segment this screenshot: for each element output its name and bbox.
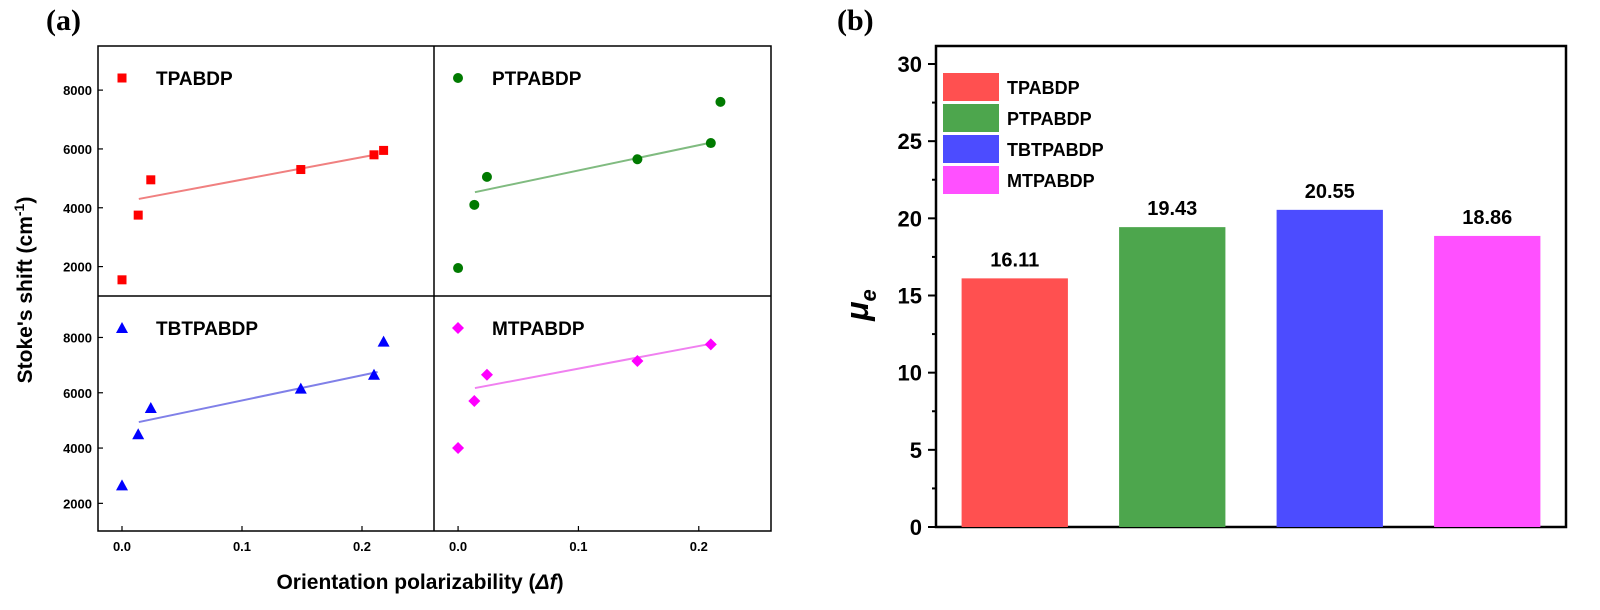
x-tick-label: 0.0: [449, 539, 467, 554]
fit-line-ptpabdp: [474, 140, 715, 194]
value-label-tpabdp: 16.11: [990, 249, 1039, 271]
y-tick-label: 0: [910, 515, 922, 540]
bar-tpabdp: [961, 278, 1068, 527]
legend-label-tbtpabdp: TBTPABDP: [1007, 140, 1104, 160]
data-point-mtpabdp: [468, 395, 481, 408]
legend-marker-tpabdp: [117, 73, 127, 83]
data-point-tpabdp: [146, 175, 156, 185]
y-tick-label: 4000: [63, 201, 92, 216]
panel-b: (b) 16.11 19.43 20.55 18.86 0 5 10 15 20 25 30 TP…: [837, 4, 1568, 540]
legend-swatch-tpabdp: [943, 73, 999, 101]
panel-a-y-axis-title: Stoke's shift (cm-1): [11, 197, 37, 384]
data-point-tbtpabdp: [294, 382, 307, 394]
series-label-tpabdp: TPABDP: [156, 69, 233, 90]
panel-a-x-axis-title: Orientation polarizability (Δf): [276, 571, 563, 594]
panel-a-ticks: 2000 4000 6000 8000 2000 4000 6000 8000 0.0 0.1 0.…: [63, 83, 708, 554]
data-point-tpabdp: [117, 275, 127, 285]
data-point-mtpabdp: [452, 442, 465, 455]
series-label-ptpabdp: PTPABDP: [492, 69, 582, 90]
panel-b-marks: 16.11 19.43 20.55 18.86: [961, 181, 1541, 527]
data-point-ptpabdp: [481, 171, 492, 182]
y-tick-label: 6000: [63, 386, 92, 401]
data-point-tbtpabdp: [377, 335, 390, 347]
panel-b-frame: [934, 44, 1568, 529]
y-tick-label: 8000: [63, 83, 92, 98]
data-point-tpabdp: [369, 150, 379, 160]
legend-label-tpabdp: TPABDP: [1007, 78, 1080, 98]
y-tick-label: 8000: [63, 330, 92, 345]
bar-ptpabdp: [1119, 227, 1226, 527]
data-point-ptpabdp: [453, 263, 464, 274]
data-point-tpabdp: [133, 210, 143, 220]
data-point-ptpabdp: [632, 154, 643, 165]
x-tick-label: 0.2: [690, 539, 708, 554]
y-tick-label: 2000: [63, 260, 92, 275]
data-point-ptpabdp: [705, 138, 716, 149]
value-label-mtpabdp: 18.86: [1462, 207, 1512, 229]
value-label-tbtpabdp: 20.55: [1305, 181, 1355, 203]
data-point-tbtpabdp: [132, 428, 145, 440]
panel-a-marks: TPABDP PTPABDP TBTPABDP MTPABDP: [116, 69, 726, 491]
legend-swatch-tbtpabdp: [943, 135, 999, 163]
x-tick-label: 0.1: [233, 539, 251, 554]
fit-line-tbtpabdp: [138, 371, 378, 424]
y-tick-label: 6000: [63, 142, 92, 157]
legend-swatch-mtpabdp: [943, 166, 999, 194]
data-point-mtpabdp: [480, 368, 493, 381]
y-tick-label: 4000: [63, 441, 92, 456]
x-tick-label: 0.2: [353, 539, 371, 554]
y-tick-label: 15: [898, 284, 922, 309]
fit-line-mtpabdp: [474, 342, 713, 390]
fit-line-tpabdp: [138, 153, 378, 200]
y-tick-label: 10: [898, 361, 922, 386]
data-point-tbtpabdp: [368, 368, 380, 380]
panel-a-label: (a): [46, 4, 81, 37]
panel-b-ticks: 0 5 10 15 20 25 30: [898, 52, 936, 540]
legend-marker-mtpabdp: [452, 322, 464, 334]
y-tick-label: 30: [898, 52, 922, 77]
series-label-tbtpabdp: TBTPABDP: [156, 319, 258, 340]
bar-tbtpabdp: [1276, 209, 1383, 527]
legend-marker-tbtpabdp: [116, 322, 128, 333]
data-point-mtpabdp: [704, 338, 717, 351]
panel-b-label: (b): [837, 4, 874, 37]
x-tick-label: 0.0: [113, 539, 131, 554]
data-point-mtpabdp: [631, 354, 644, 367]
panel-a: (a) TPABDP PTPABDP TBTPABDP MTPABDP 2000 400…: [11, 4, 772, 594]
data-point-ptpabdp: [469, 199, 480, 210]
x-tick-label: 0.1: [569, 539, 587, 554]
data-point-tbtpabdp: [116, 479, 128, 491]
data-point-tpabdp: [296, 165, 306, 175]
legend-label-ptpabdp: PTPABDP: [1007, 109, 1092, 129]
panel-b-legend: TPABDP PTPABDP TBTPABDP MTPABDP: [943, 73, 1104, 194]
series-label-mtpabdp: MTPABDP: [492, 319, 585, 340]
value-label-ptpabdp: 19.43: [1147, 198, 1197, 220]
y-tick-label: 5: [910, 438, 922, 463]
y-tick-label: 20: [898, 206, 922, 231]
y-tick-label: 25: [898, 129, 922, 154]
legend-label-mtpabdp: MTPABDP: [1007, 171, 1095, 191]
bar-mtpabdp: [1434, 235, 1541, 527]
panel-b-y-axis-title: μe: [839, 289, 881, 322]
data-point-tbtpabdp: [144, 401, 157, 413]
legend-swatch-ptpabdp: [943, 104, 999, 132]
y-tick-label: 2000: [63, 496, 92, 511]
data-point-tpabdp: [379, 145, 389, 155]
data-point-ptpabdp: [715, 96, 726, 107]
legend-marker-ptpabdp: [453, 73, 463, 83]
